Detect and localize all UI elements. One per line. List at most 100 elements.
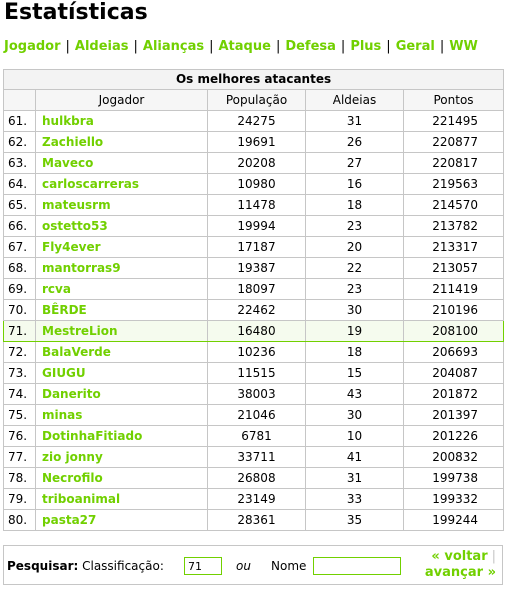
population-cell: 19691	[207, 131, 306, 153]
table-row: 65. mateusrm 11478 18 214570	[3, 194, 505, 216]
name-input[interactable]	[313, 557, 401, 575]
pager: « voltar | avançar »	[425, 549, 496, 581]
points-cell: 210196	[402, 299, 505, 321]
player-link[interactable]: Danerito	[35, 383, 208, 405]
player-header[interactable]: Jogador	[35, 89, 208, 111]
player-link[interactable]: GIUGU	[35, 362, 208, 384]
nav-link-jogador[interactable]: Jogador	[4, 39, 61, 54]
villages-cell: 16	[305, 173, 404, 195]
player-link[interactable]: MestreLion	[35, 320, 208, 342]
player-link[interactable]: triboanimal	[35, 488, 208, 510]
prev-page-link[interactable]: « voltar	[431, 549, 488, 564]
points-cell: 214570	[402, 194, 505, 216]
next-page-link[interactable]: avançar »	[424, 565, 496, 580]
villages-cell: 26	[305, 131, 404, 153]
nav-link-ataque[interactable]: Ataque	[218, 39, 271, 54]
name-label: Nome	[271, 559, 307, 573]
points-cell: 220877	[402, 131, 505, 153]
player-link[interactable]: mantorras9	[35, 257, 208, 279]
rank-header	[3, 89, 36, 111]
player-link[interactable]: Necrofilo	[35, 467, 208, 489]
points-cell: 208100	[402, 320, 505, 342]
table-row: 63. Maveco 20208 27 220817	[3, 152, 505, 174]
villages-cell: 19	[305, 320, 404, 342]
rank-cell: 77.	[3, 446, 36, 468]
player-link[interactable]: BÊRDE	[35, 299, 208, 321]
points-cell: 213057	[402, 257, 505, 279]
table-row: 61. hulkbra 24275 31 221495	[3, 110, 505, 132]
nav-link-aldeias[interactable]: Aldeias	[74, 39, 129, 54]
points-cell: 211419	[402, 278, 505, 300]
rank-cell: 75.	[3, 404, 36, 426]
population-cell: 23149	[207, 488, 306, 510]
stats-nav: Jogador | Aldeias | Alianças | Ataque | Defesa | P…	[4, 39, 478, 55]
or-label: ou	[236, 559, 251, 573]
table-caption: Os melhores atacantes	[2, 69, 505, 90]
table-row: 69. rcva 18097 23 211419	[3, 278, 505, 300]
player-link[interactable]: rcva	[35, 278, 208, 300]
pager-separator: |	[491, 549, 496, 564]
player-link[interactable]: Maveco	[35, 152, 208, 174]
rank-cell: 70.	[3, 299, 36, 321]
table-row: 77. zio jonny 33711 41 200832	[3, 446, 505, 468]
table-row: 68. mantorras9 19387 22 213057	[3, 257, 505, 279]
rank-cell: 69.	[3, 278, 36, 300]
population-cell: 28361	[207, 509, 306, 531]
player-link[interactable]: mateusrm	[35, 194, 208, 216]
rank-input[interactable]	[184, 557, 222, 575]
population-header[interactable]: População	[207, 89, 306, 111]
player-link[interactable]: BalaVerde	[35, 341, 208, 363]
points-cell: 201872	[402, 383, 505, 405]
points-header[interactable]: Pontos	[402, 89, 505, 111]
player-link[interactable]: ostetto53	[35, 215, 208, 237]
rank-cell: 74.	[3, 383, 36, 405]
player-link[interactable]: DotinhaFitiado	[35, 425, 208, 447]
table-header-row: Jogador População Aldeias Pontos	[3, 89, 505, 111]
population-cell: 10980	[207, 173, 306, 195]
rank-cell: 78.	[3, 467, 36, 489]
population-cell: 11478	[207, 194, 306, 216]
population-cell: 18097	[207, 278, 306, 300]
nav-separator: |	[133, 39, 138, 54]
points-cell: 199244	[402, 509, 505, 531]
player-link[interactable]: Fly4ever	[35, 236, 208, 258]
rank-cell: 64.	[3, 173, 36, 195]
points-cell: 201226	[402, 425, 505, 447]
population-cell: 24275	[207, 110, 306, 132]
nav-link-geral[interactable]: Geral	[395, 39, 435, 54]
table-row: 66. ostetto53 19994 23 213782	[3, 215, 505, 237]
population-cell: 6781	[207, 425, 306, 447]
nav-separator: |	[386, 39, 391, 54]
villages-cell: 31	[305, 467, 404, 489]
player-link[interactable]: pasta27	[35, 509, 208, 531]
points-cell: 219563	[402, 173, 505, 195]
player-link[interactable]: carloscarreras	[35, 173, 208, 195]
nav-separator: |	[275, 39, 281, 54]
rank-cell: 80.	[3, 509, 36, 531]
points-cell: 199332	[402, 488, 505, 510]
villages-cell: 27	[305, 152, 404, 174]
player-link[interactable]: minas	[35, 404, 208, 426]
population-cell: 26808	[207, 467, 306, 489]
villages-cell: 10	[305, 425, 404, 447]
nav-link-ww[interactable]: WW	[449, 39, 478, 54]
population-cell: 38003	[207, 383, 306, 405]
villages-header[interactable]: Aldeias	[305, 89, 404, 111]
villages-cell: 30	[305, 299, 404, 321]
nav-separator: |	[340, 39, 346, 54]
nav-link-aliancas[interactable]: Alianças	[142, 39, 205, 54]
nav-separator: |	[439, 39, 445, 54]
nav-link-plus[interactable]: Plus	[350, 39, 382, 54]
rank-cell: 76.	[3, 425, 36, 447]
points-cell: 199738	[402, 467, 505, 489]
search-label: Pesquisar:	[7, 559, 79, 573]
player-link[interactable]: Zachiello	[35, 131, 208, 153]
points-cell: 213782	[402, 215, 505, 237]
player-link[interactable]: zio jonny	[35, 446, 208, 468]
rank-cell: 73.	[3, 362, 36, 384]
table-row: 62. Zachiello 19691 26 220877	[3, 131, 505, 153]
nav-link-defesa[interactable]: Defesa	[285, 39, 336, 54]
population-cell: 22462	[207, 299, 306, 321]
points-cell: 213317	[402, 236, 505, 258]
player-link[interactable]: hulkbra	[35, 110, 208, 132]
